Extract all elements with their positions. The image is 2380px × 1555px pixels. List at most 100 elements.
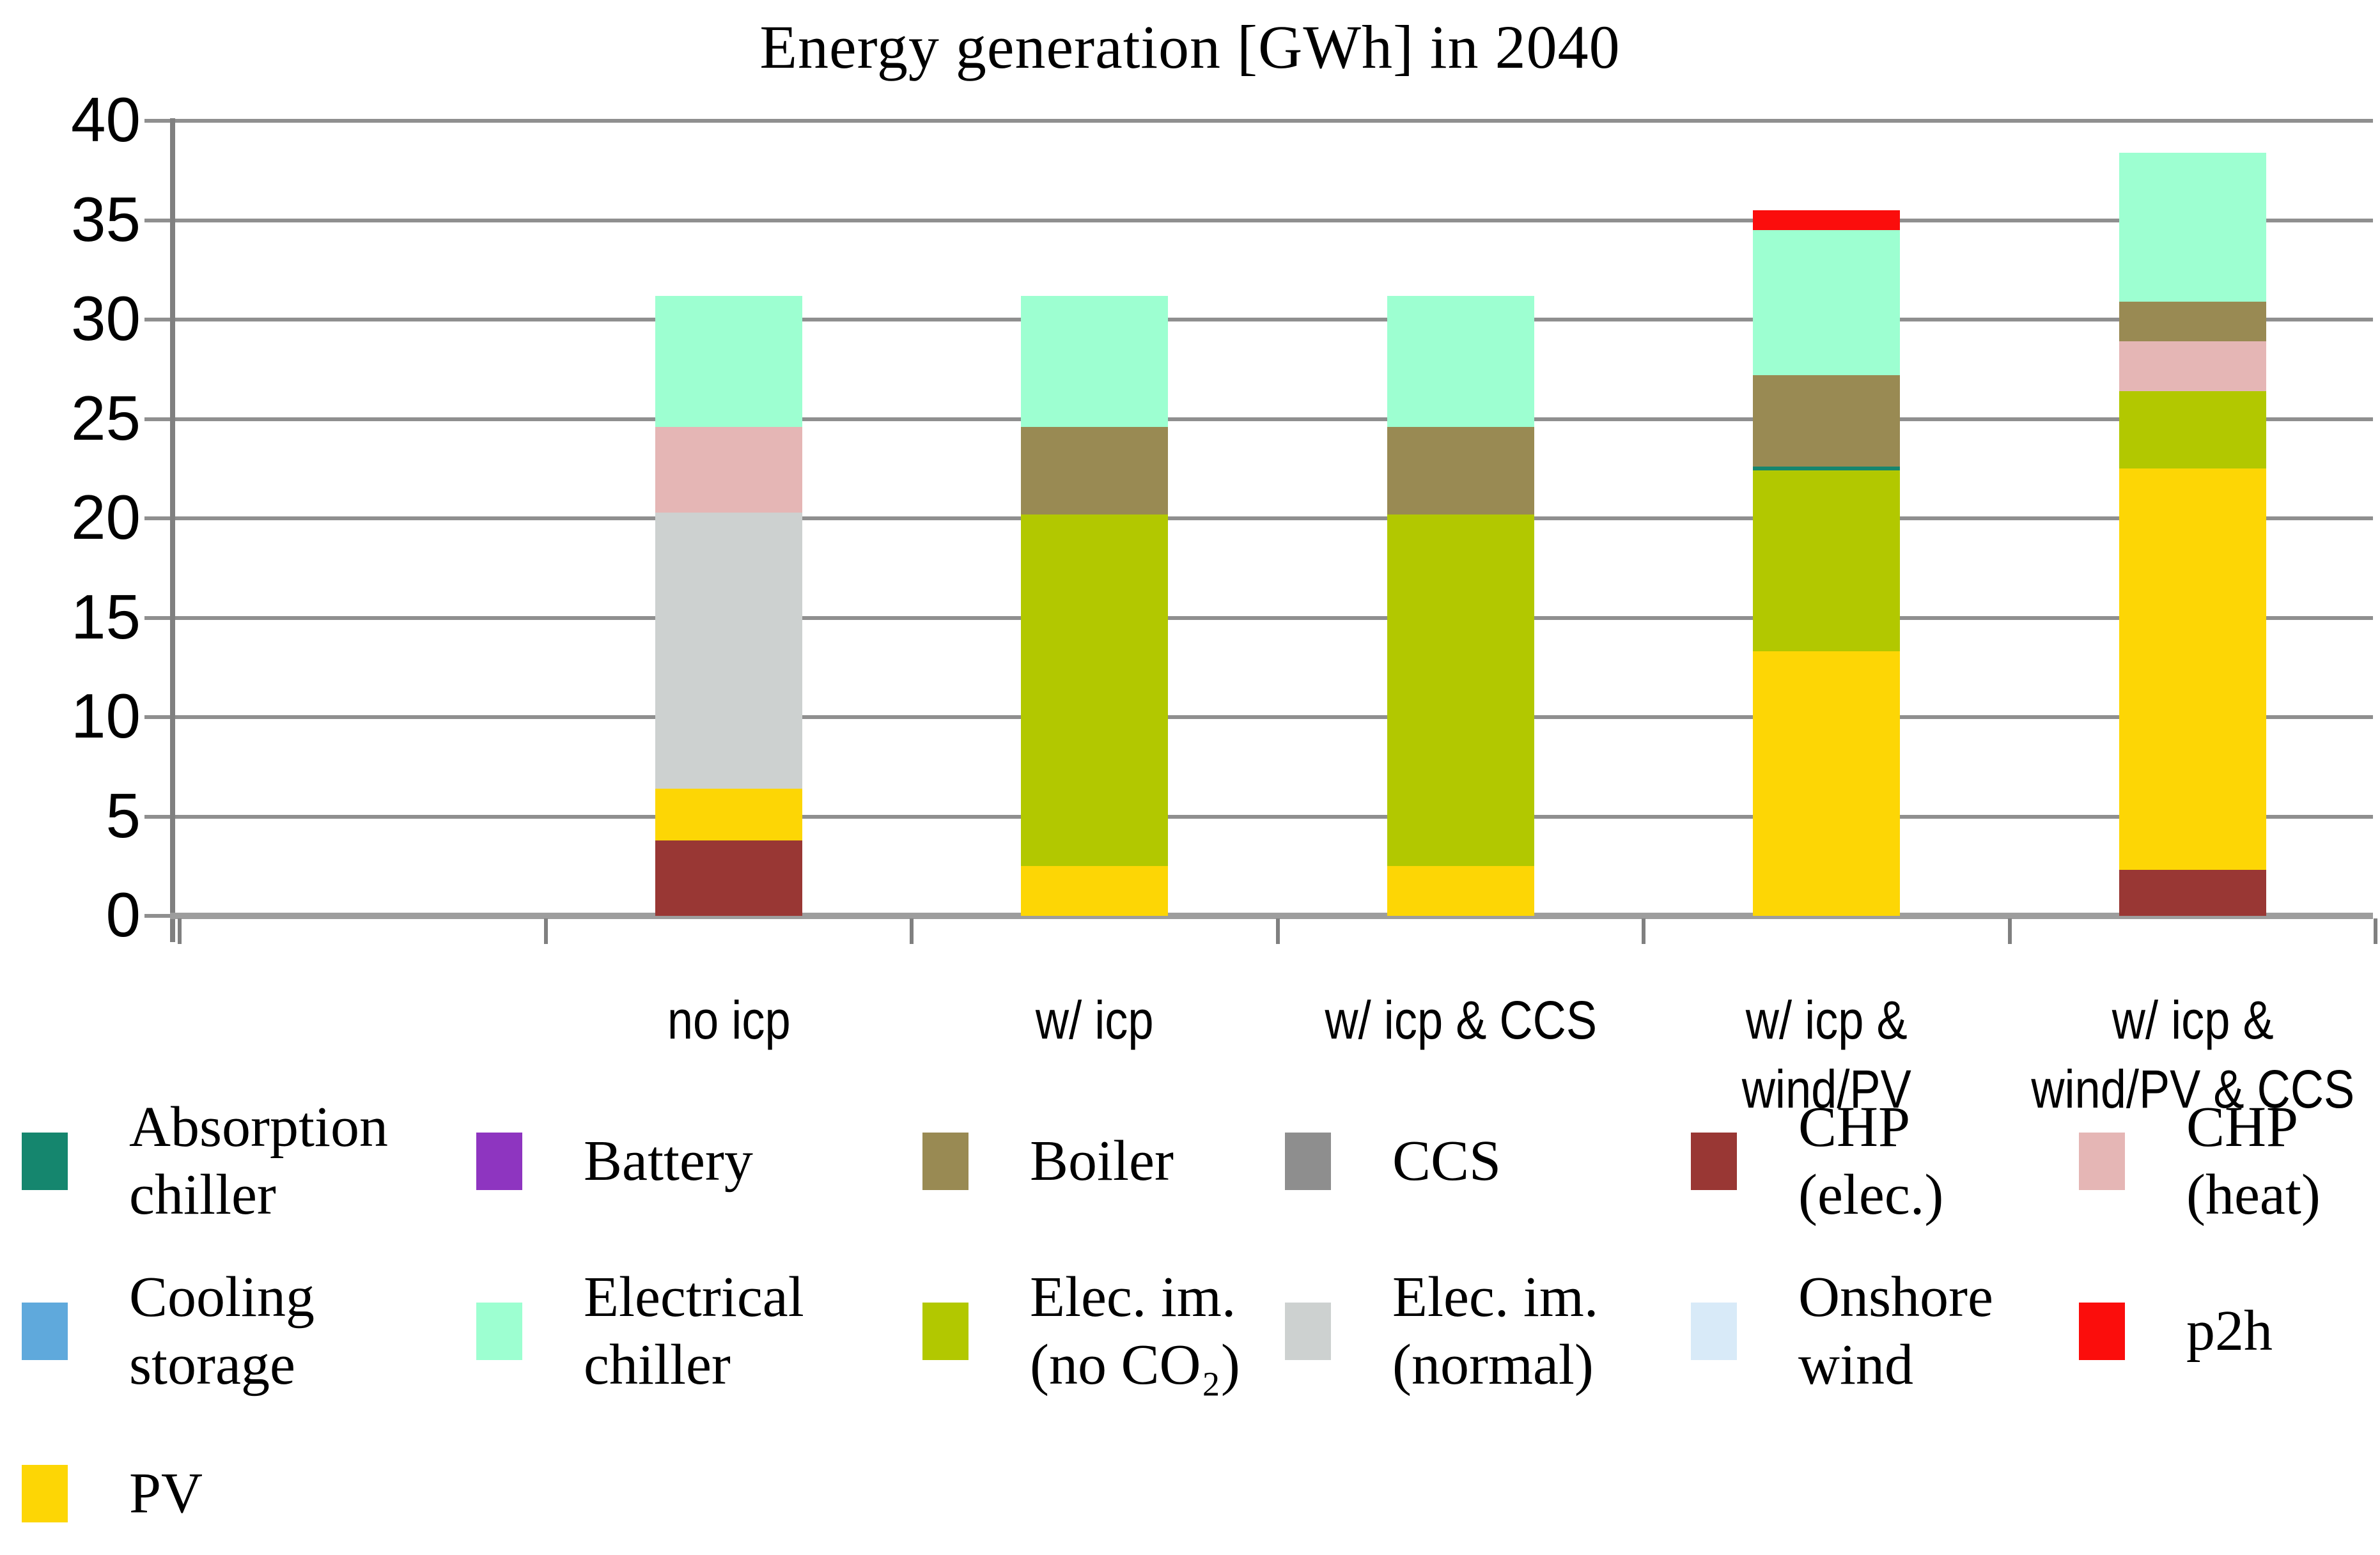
- x-category-label-1: no icp: [508, 986, 951, 1055]
- legend-swatch-ccs: [1285, 1133, 1331, 1190]
- x-axis-tick-6: [2374, 918, 2377, 944]
- x-axis-line: [170, 913, 2373, 919]
- legend-label-cooling-storage: Cooling storage: [129, 1264, 315, 1399]
- x-category-label-4: w/ icp & wind/PV: [1605, 986, 2048, 1124]
- legend-label-line: CHP: [1798, 1095, 1911, 1159]
- x-category-label-line: w/ icp &: [2112, 990, 2274, 1050]
- legend-label-line: Battery: [584, 1129, 753, 1193]
- y-axis-label-40: 40: [70, 84, 141, 155]
- y-axis-tick-40: [144, 119, 170, 123]
- y-axis-label-15: 15: [70, 581, 141, 652]
- legend-swatch-battery: [476, 1133, 522, 1190]
- legend-swatch-absorption-chiller: [22, 1133, 68, 1190]
- bar-segment-electrical-chiller: [655, 295, 802, 427]
- y-axis-tick-15: [144, 615, 170, 620]
- legend-label-line: p2h: [2186, 1299, 2273, 1363]
- bar-segment-electrical-chiller: [1387, 295, 1534, 427]
- gridline-20: [175, 516, 2373, 520]
- bar-segment-pv: [1753, 651, 1901, 916]
- x-axis-tick-4: [1642, 918, 1645, 944]
- gridline-35: [175, 218, 2373, 222]
- x-category-label-line: wind/PV: [1741, 1059, 1911, 1119]
- x-category-label-5: w/ icp & wind/PV & CCS: [1972, 986, 2380, 1124]
- bar-segment-absorption-chiller: [1753, 467, 1901, 471]
- legend-label-line: chiller: [129, 1163, 276, 1226]
- bar-segment-boiler: [1387, 426, 1534, 514]
- legend-label-line: (no CO₂): [1030, 1333, 1240, 1396]
- bar-segment-elec-im-normal-: [655, 512, 802, 789]
- y-axis-label-5: 5: [105, 780, 141, 851]
- y-axis-tick-5: [144, 814, 170, 819]
- gridline-5: [175, 814, 2373, 819]
- y-axis-tick-35: [144, 218, 170, 222]
- legend-label-chp-heat-: CHP (heat): [2186, 1094, 2321, 1229]
- x-category-label-line: w/ icp & CCS: [1324, 990, 1597, 1050]
- gridline-25: [175, 417, 2373, 421]
- x-category-label-line: wind/PV & CCS: [2030, 1059, 2354, 1119]
- legend-swatch-pv: [22, 1465, 68, 1522]
- legend-swatch-electrical-chiller: [476, 1303, 522, 1360]
- bar-segment-pv: [1387, 866, 1534, 916]
- legend-label-elec-im-normal-: Elec. im. (normal): [1392, 1264, 1598, 1399]
- bar-segment-boiler: [1021, 426, 1169, 514]
- legend-swatch-elec-im-normal-: [1285, 1303, 1331, 1360]
- bar-segment-chp-elec-: [2119, 870, 2266, 916]
- y-axis-line: [170, 118, 175, 942]
- bar-segment-boiler: [2119, 302, 2266, 342]
- bar-segment-pv: [1021, 866, 1169, 916]
- x-axis-tick-3: [1275, 918, 1280, 944]
- legend-label-line: CCS: [1392, 1129, 1502, 1193]
- legend-label-elec-im-no-co-: Elec. im. (no CO₂): [1030, 1264, 1240, 1399]
- bar-segment-chp-elec-: [655, 840, 802, 916]
- y-axis-label-25: 25: [70, 382, 141, 453]
- bar-segment-p2h: [1753, 210, 1901, 231]
- legend-label-chp-elec-: CHP (elec.): [1798, 1094, 1943, 1229]
- legend-label-line: (heat): [2186, 1163, 2321, 1226]
- bar-segment-pv: [2119, 468, 2266, 870]
- gridline-30: [175, 318, 2373, 321]
- legend-swatch-onshore-wind: [1691, 1303, 1737, 1360]
- x-axis-tick-1: [543, 918, 548, 944]
- legend-label-line: PV: [129, 1462, 203, 1525]
- legend-swatch-boiler: [922, 1133, 968, 1190]
- gridline-40: [175, 119, 2373, 123]
- legend-label-line: CHP: [2186, 1095, 2299, 1159]
- y-axis-label-20: 20: [70, 482, 141, 552]
- bar-segment-chp-heat-: [2119, 341, 2266, 391]
- legend-label-line: (normal): [1392, 1333, 1594, 1396]
- y-axis-tick-20: [144, 516, 170, 520]
- y-axis-label-0: 0: [105, 879, 141, 950]
- x-axis-tick-0: [178, 918, 182, 944]
- legend-label-line: Absorption: [129, 1095, 388, 1159]
- legend-label-line: wind: [1798, 1333, 1913, 1396]
- legend-swatch-chp-elec-: [1691, 1133, 1737, 1190]
- legend-label-line: Cooling: [129, 1265, 315, 1329]
- bar-segment-boiler: [1753, 375, 1901, 467]
- bar-segment-elec-im-no-co-: [1387, 514, 1534, 867]
- x-category-label-3: w/ icp & CCS: [1240, 986, 1683, 1055]
- x-axis-tick-5: [2007, 918, 2012, 944]
- legend-label-battery: Battery: [584, 1127, 753, 1195]
- x-axis-tick-2: [910, 918, 914, 944]
- x-category-label-2: w/ icp: [873, 986, 1316, 1055]
- y-axis-label-10: 10: [70, 681, 141, 751]
- legend-label-ccs: CCS: [1392, 1127, 1501, 1195]
- bar-segment-electrical-chiller: [1753, 230, 1901, 376]
- x-category-label-line: w/ icp &: [1745, 990, 1908, 1050]
- bar-segment-chp-heat-: [655, 426, 802, 513]
- legend-swatch-chp-heat-: [2079, 1133, 2125, 1190]
- chart-title: Energy generation [GWh] in 2040: [759, 13, 1621, 81]
- legend-label-line: Onshore: [1798, 1265, 1993, 1329]
- legend-label-absorption-chiller: Absorption chiller: [129, 1094, 388, 1229]
- y-axis-label-30: 30: [70, 283, 141, 353]
- x-category-label-line: no icp: [667, 990, 791, 1050]
- legend-swatch-cooling-storage: [22, 1303, 68, 1360]
- bar-segment-electrical-chiller: [1021, 295, 1169, 427]
- bar-segment-elec-im-no-co-: [2119, 391, 2266, 469]
- legend-label-electrical-chiller: Electrical chiller: [584, 1264, 804, 1399]
- bar-segment-electrical-chiller: [2119, 152, 2266, 302]
- bar-segment-elec-im-no-co-: [1753, 470, 1901, 652]
- y-axis-tick-30: [144, 318, 170, 321]
- legend-label-line: (elec.): [1798, 1163, 1944, 1226]
